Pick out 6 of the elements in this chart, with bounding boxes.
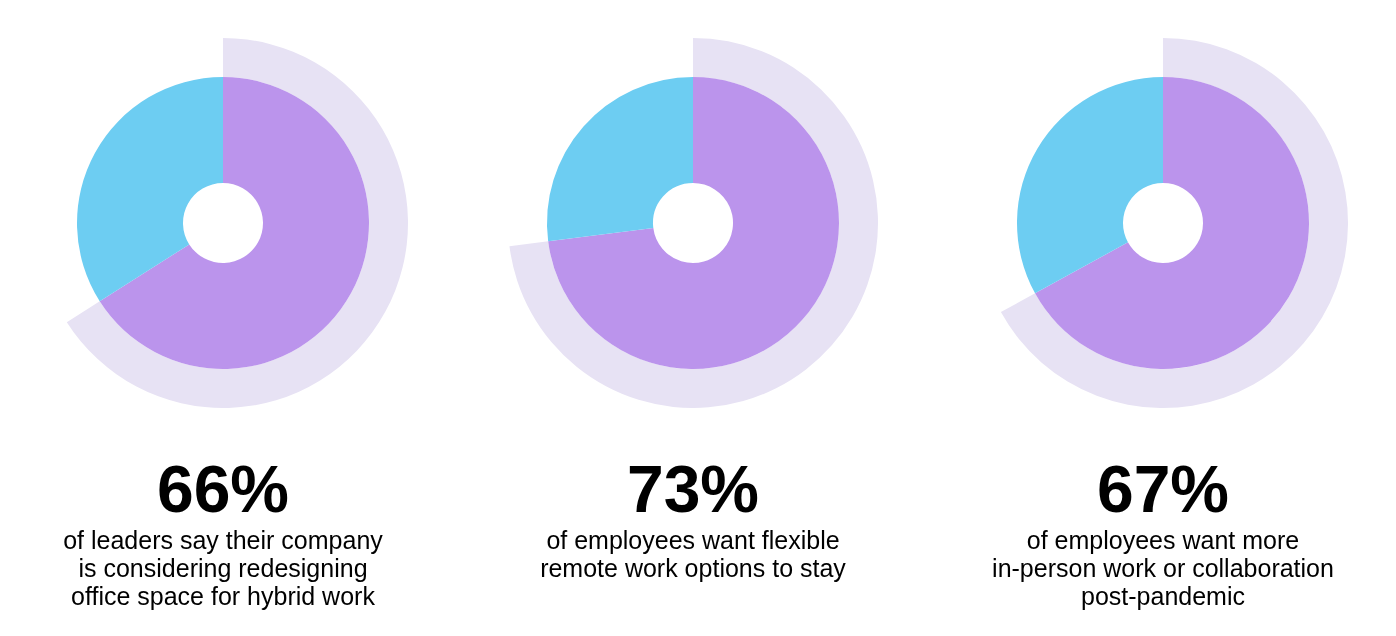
text: of leaders say their company is considering redesigning office space for hybrid work [62,526,384,610]
text: 67% [1095,452,1231,526]
text: 66% [155,452,291,526]
text: of employees want flexible remote work options to stay [539,526,847,582]
text: 73% [625,452,761,526]
text: of employees want more in-person work or collaboration post-pandemic [991,526,1335,610]
